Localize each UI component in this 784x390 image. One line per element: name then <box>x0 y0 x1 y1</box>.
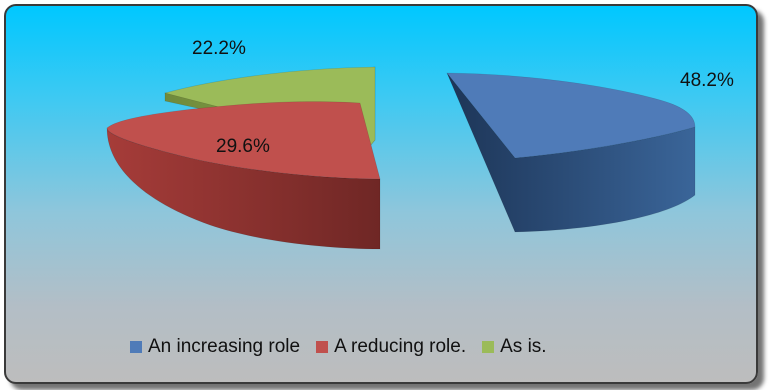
legend-label-reducing: A reducing role. <box>334 336 467 357</box>
legend-item-increasing: An increasing role <box>130 336 300 358</box>
legend-swatch-increasing <box>130 341 142 353</box>
legend-item-as-is: As is. <box>482 336 547 358</box>
slice-label-reducing: 29.6% <box>216 136 270 157</box>
legend-label-as-is: As is. <box>500 336 547 357</box>
slice-label-as-is: 22.2% <box>192 38 246 59</box>
legend-swatch-reducing <box>316 341 329 353</box>
legend-swatch-as-is <box>482 341 495 353</box>
slice-top-reducing <box>106 101 381 180</box>
legend: An increasing role A reducing role. As i… <box>130 336 547 358</box>
slice-top-increasing <box>446 72 696 159</box>
legend-label-increasing: An increasing role <box>148 336 301 357</box>
slice-label-increasing: 48.2% <box>680 70 734 91</box>
legend-item-reducing: A reducing role. <box>316 336 466 358</box>
